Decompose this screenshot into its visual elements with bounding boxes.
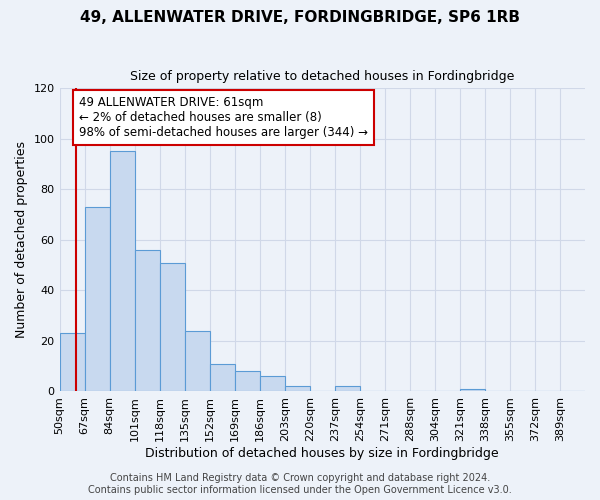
Bar [260, 376, 285, 392]
Bar [110, 152, 134, 392]
Bar [335, 386, 360, 392]
Bar [185, 331, 209, 392]
Text: 49 ALLENWATER DRIVE: 61sqm
← 2% of detached houses are smaller (8)
98% of semi-d: 49 ALLENWATER DRIVE: 61sqm ← 2% of detac… [79, 96, 368, 139]
Bar [285, 386, 310, 392]
Bar [134, 250, 160, 392]
Bar [85, 207, 110, 392]
Bar [59, 334, 85, 392]
Title: Size of property relative to detached houses in Fordingbridge: Size of property relative to detached ho… [130, 70, 514, 83]
X-axis label: Distribution of detached houses by size in Fordingbridge: Distribution of detached houses by size … [145, 447, 499, 460]
Text: 49, ALLENWATER DRIVE, FORDINGBRIDGE, SP6 1RB: 49, ALLENWATER DRIVE, FORDINGBRIDGE, SP6… [80, 10, 520, 25]
Bar [160, 262, 185, 392]
Y-axis label: Number of detached properties: Number of detached properties [15, 142, 28, 338]
Bar [209, 364, 235, 392]
Bar [235, 371, 260, 392]
Text: Contains HM Land Registry data © Crown copyright and database right 2024.
Contai: Contains HM Land Registry data © Crown c… [88, 474, 512, 495]
Bar [460, 389, 485, 392]
